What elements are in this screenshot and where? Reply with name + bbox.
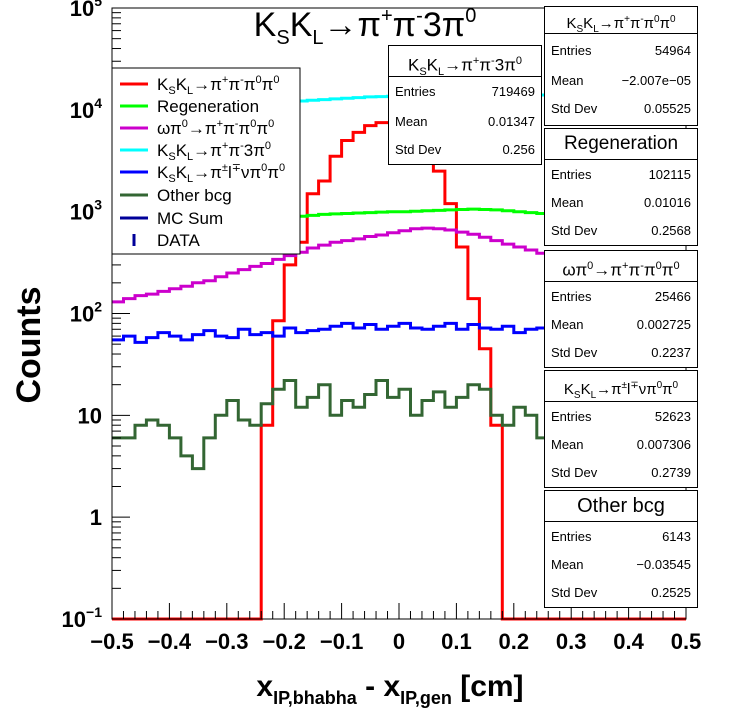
stat-box-omega-pi0: ωπ0→π+π-π0π0 Entries 25466 Mean 0.002725 S… (544, 250, 698, 368)
x-axis-label: xIP,bhabha - xIP,gen [cm] (256, 670, 523, 708)
legend-label-kskl-4pi: KSKL→π+π-π0π0 (157, 74, 279, 97)
stat-box-title: Regeneration (545, 129, 697, 160)
stat-label-mean: Mean (551, 317, 584, 332)
stat-label-mean: Mean (551, 195, 584, 210)
stat-label-mean: Mean (395, 114, 428, 129)
stat-box-semileptonic: KSKL→π±l∓νπ0π0 Entries 52623 Mean 0.007306… (544, 370, 698, 488)
stat-label-std: Std Dev (551, 585, 598, 600)
stat-label-mean: Mean (551, 73, 584, 88)
legend-label-other-bcg: Other bcg (157, 186, 232, 205)
stat-label-std: Std Dev (551, 223, 598, 238)
y-tick-label: 104 (70, 95, 102, 123)
stat-label-mean: Mean (551, 557, 584, 572)
stat-value-mean: −2.007e−05 (621, 73, 691, 88)
stat-value-mean: 0.01016 (644, 195, 691, 210)
stat-box-title: KSKL→π±l∓νπ0π0 (545, 371, 697, 402)
stat-label-entries: Entries (551, 43, 592, 58)
stat-label-entries: Entries (395, 84, 436, 99)
x-tick-label: 0.3 (556, 629, 587, 654)
stat-value-entries: 54964 (654, 43, 691, 58)
stat-box-other-bcg: Other bcg Entries 6143 Mean −0.03545 Std D… (544, 490, 698, 608)
y-tick-label: 105 (70, 0, 102, 21)
stat-label-entries: Entries (551, 167, 592, 182)
stat-value-mean: 0.007306 (636, 437, 691, 452)
legend: KSKL→π+π-π0π0 Regeneration ωπ0→π+π-π0π0 … (111, 67, 301, 255)
stat-value-std: 0.2739 (651, 465, 691, 480)
stat-value-mean: 0.002725 (636, 317, 691, 332)
stat-box-title: Other bcg (545, 491, 697, 522)
y-tick-label: 10 (78, 403, 102, 428)
stat-value-entries: 719469 (491, 84, 535, 99)
y-tick-label: 103 (70, 197, 102, 225)
y-tick-label: 102 (70, 299, 102, 327)
stat-value-std: 0.256 (502, 142, 535, 157)
stat-label-std: Std Dev (395, 142, 442, 157)
chart-title: KSKL→π+π-3π0 (254, 5, 477, 49)
y-tick-label: 1 (90, 505, 102, 530)
stat-label-entries: Entries (551, 529, 592, 544)
legend-label-mc-sum: MC Sum (157, 209, 223, 228)
y-tick-label: 10−1 (62, 604, 103, 632)
stat-box-kskl-4pi: KSKL→π+π-π0π0 Entries 54964 Mean −2.007e−0… (544, 6, 698, 126)
legend-label-regeneration: Regeneration (157, 97, 259, 116)
x-tick-label: 0.1 (441, 629, 472, 654)
stat-value-mean: −0.03545 (636, 557, 691, 572)
stat-label-mean: Mean (551, 437, 584, 452)
stat-box-kskl-5pi: KSKL→π+π-3π0 Entries 719469 Mean 0.01347 S… (388, 45, 542, 165)
x-tick-label: −0.3 (205, 629, 248, 654)
stat-box-title: ωπ0→π+π-π0π0 (545, 251, 697, 282)
stat-label-entries: Entries (551, 289, 592, 304)
y-axis-label: Counts (10, 286, 48, 403)
x-tick-label: −0.5 (90, 629, 133, 654)
x-tick-label: 0.4 (613, 629, 644, 654)
x-tick-label: 0 (393, 629, 405, 654)
stat-value-std: 0.2568 (651, 223, 691, 238)
stat-value-std: 0.2525 (651, 585, 691, 600)
stat-value-std: 0.2237 (651, 345, 691, 360)
stat-value-mean: 0.01347 (488, 114, 535, 129)
stat-value-entries: 52623 (654, 409, 691, 424)
stat-label-std: Std Dev (551, 101, 598, 116)
stat-value-std: 0.05525 (644, 101, 691, 116)
stat-value-entries: 102115 (648, 167, 691, 182)
x-tick-label: 0.5 (671, 629, 702, 654)
axis-ticks: −0.5 −0.4 −0.3 −0.2 −0.1 0 0.1 0.2 0.3 0.4 0.5 10−1… (62, 0, 702, 654)
stat-box-title: KSKL→π+π-π0π0 (545, 7, 697, 35)
stat-box-regeneration: Regeneration Entries 102115 Mean 0.01016 S… (544, 128, 698, 246)
x-tick-label: 0.2 (499, 629, 530, 654)
stat-value-entries: 6143 (662, 529, 691, 544)
x-tick-label: −0.2 (262, 629, 305, 654)
legend-label-data: DATA (157, 231, 200, 250)
x-tick-label: −0.4 (148, 629, 192, 654)
stat-box-title: KSKL→π+π-3π0 (389, 46, 541, 78)
stat-label-entries: Entries (551, 409, 592, 424)
stat-label-std: Std Dev (551, 345, 598, 360)
stat-label-std: Std Dev (551, 465, 598, 480)
legend-label-omega-pi0: ωπ0→π+π-π0π0 (157, 118, 274, 138)
stat-value-entries: 25466 (654, 289, 691, 304)
x-tick-label: −0.1 (320, 629, 363, 654)
